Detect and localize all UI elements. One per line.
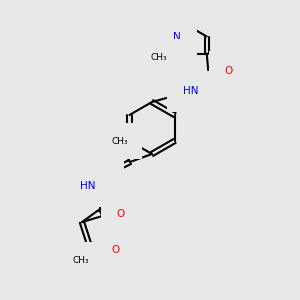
Text: CH₃: CH₃ [112,136,128,146]
Text: CH₃: CH₃ [73,256,89,265]
Text: N: N [100,167,108,177]
Text: CH₃: CH₃ [151,53,168,62]
Text: HN: HN [183,86,199,97]
Text: N: N [173,32,181,41]
Text: O: O [111,245,119,255]
Text: N: N [173,49,181,58]
Text: HN: HN [80,181,96,191]
Text: O: O [225,67,233,76]
Text: O: O [117,209,125,219]
